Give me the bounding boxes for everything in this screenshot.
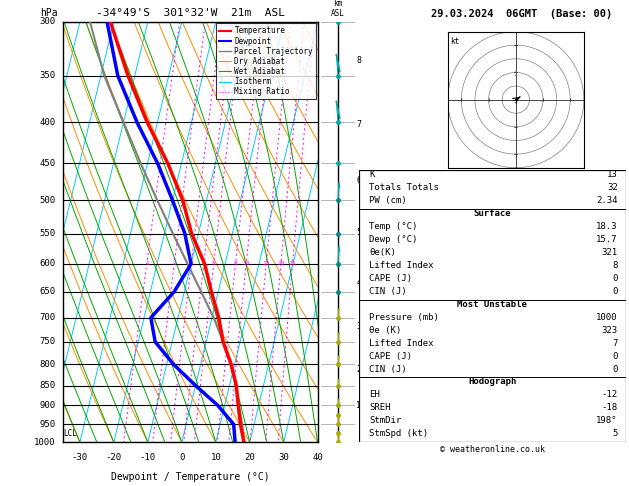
Text: 650: 650 — [39, 287, 55, 296]
Text: Totals Totals: Totals Totals — [369, 183, 439, 192]
Text: 5: 5 — [613, 429, 618, 438]
Text: Mixing Ratio (g/kg): Mixing Ratio (g/kg) — [403, 185, 412, 279]
Text: 0: 0 — [613, 364, 618, 374]
Text: 1: 1 — [356, 401, 361, 410]
Text: 4: 4 — [202, 261, 206, 266]
Text: -18: -18 — [602, 403, 618, 413]
Legend: Temperature, Dewpoint, Parcel Trajectory, Dry Adiabat, Wet Adiabat, Isotherm, Mi: Temperature, Dewpoint, Parcel Trajectory… — [216, 23, 316, 99]
Text: θe(K): θe(K) — [369, 248, 396, 257]
Text: 4: 4 — [356, 278, 361, 287]
Text: 1000: 1000 — [34, 438, 55, 447]
Text: Pressure (mb): Pressure (mb) — [369, 312, 439, 322]
Text: 550: 550 — [39, 229, 55, 238]
Text: CIN (J): CIN (J) — [369, 287, 407, 296]
Text: Most Unstable: Most Unstable — [457, 300, 527, 309]
Text: -30: -30 — [72, 453, 88, 462]
Text: 13: 13 — [607, 170, 618, 179]
Text: 30: 30 — [278, 453, 289, 462]
Text: 500: 500 — [39, 196, 55, 205]
Text: SREH: SREH — [369, 403, 391, 413]
Text: 18.3: 18.3 — [596, 222, 618, 231]
Text: -12: -12 — [602, 390, 618, 399]
Text: K: K — [369, 170, 375, 179]
Text: 5: 5 — [212, 261, 216, 266]
Text: 3: 3 — [356, 322, 361, 331]
Text: 29.03.2024  06GMT  (Base: 00): 29.03.2024 06GMT (Base: 00) — [431, 9, 613, 19]
Text: 600: 600 — [39, 260, 55, 268]
Text: -34°49'S  301°32'W  21m  ASL: -34°49'S 301°32'W 21m ASL — [96, 8, 285, 17]
Text: StmSpd (kt): StmSpd (kt) — [369, 429, 428, 438]
Text: 10: 10 — [242, 261, 250, 266]
Text: 400: 400 — [39, 118, 55, 127]
Text: 8: 8 — [613, 261, 618, 270]
Text: 20: 20 — [277, 261, 284, 266]
Text: 20: 20 — [244, 453, 255, 462]
Text: 321: 321 — [602, 248, 618, 257]
Text: Hodograph: Hodograph — [468, 378, 516, 386]
Text: 7: 7 — [613, 339, 618, 347]
Text: -20: -20 — [106, 453, 122, 462]
Text: Surface: Surface — [474, 209, 511, 218]
Text: LCL: LCL — [64, 429, 77, 438]
Text: 32: 32 — [607, 183, 618, 192]
Text: 3: 3 — [189, 261, 193, 266]
Text: 950: 950 — [39, 420, 55, 429]
Text: 10: 10 — [210, 453, 221, 462]
Text: 0: 0 — [613, 274, 618, 283]
Text: EH: EH — [369, 390, 380, 399]
Text: 15.7: 15.7 — [596, 235, 618, 244]
Text: km
ASL: km ASL — [331, 0, 345, 17]
Text: hPa: hPa — [40, 8, 58, 17]
Text: 323: 323 — [602, 326, 618, 335]
Text: 0: 0 — [613, 287, 618, 296]
Text: 1000: 1000 — [596, 312, 618, 322]
Text: CAPE (J): CAPE (J) — [369, 274, 412, 283]
Text: 8: 8 — [233, 261, 237, 266]
Text: 6: 6 — [356, 176, 361, 185]
Text: 700: 700 — [39, 313, 55, 322]
Text: Lifted Index: Lifted Index — [369, 339, 434, 347]
Text: -10: -10 — [140, 453, 156, 462]
Text: 40: 40 — [312, 453, 323, 462]
Text: 350: 350 — [39, 71, 55, 80]
Text: CAPE (J): CAPE (J) — [369, 351, 412, 361]
Text: 300: 300 — [39, 17, 55, 26]
Text: 900: 900 — [39, 401, 55, 410]
Text: 2: 2 — [514, 71, 518, 77]
Text: 8: 8 — [356, 56, 361, 65]
Text: 15: 15 — [262, 261, 270, 266]
Text: θe (K): θe (K) — [369, 326, 401, 335]
Text: StmDir: StmDir — [369, 417, 401, 425]
Text: PW (cm): PW (cm) — [369, 196, 407, 205]
Text: 850: 850 — [39, 381, 55, 390]
Text: © weatheronline.co.uk: © weatheronline.co.uk — [440, 445, 545, 454]
Text: 7: 7 — [356, 120, 361, 129]
Text: 2.34: 2.34 — [596, 196, 618, 205]
Text: 450: 450 — [39, 159, 55, 168]
Text: 750: 750 — [39, 337, 55, 347]
Text: Temp (°C): Temp (°C) — [369, 222, 418, 231]
Text: 2: 2 — [356, 365, 361, 374]
Text: 198°: 198° — [596, 417, 618, 425]
Text: Dewpoint / Temperature (°C): Dewpoint / Temperature (°C) — [111, 472, 270, 482]
Text: Lifted Index: Lifted Index — [369, 261, 434, 270]
Text: 1: 1 — [145, 261, 148, 266]
Text: 5: 5 — [356, 228, 361, 237]
Text: Dewp (°C): Dewp (°C) — [369, 235, 418, 244]
Text: 800: 800 — [39, 360, 55, 369]
Text: kt: kt — [450, 37, 460, 46]
Text: 25: 25 — [289, 261, 296, 266]
Text: 0: 0 — [613, 351, 618, 361]
Text: 2: 2 — [172, 261, 176, 266]
Text: 0: 0 — [179, 453, 184, 462]
Text: CIN (J): CIN (J) — [369, 364, 407, 374]
